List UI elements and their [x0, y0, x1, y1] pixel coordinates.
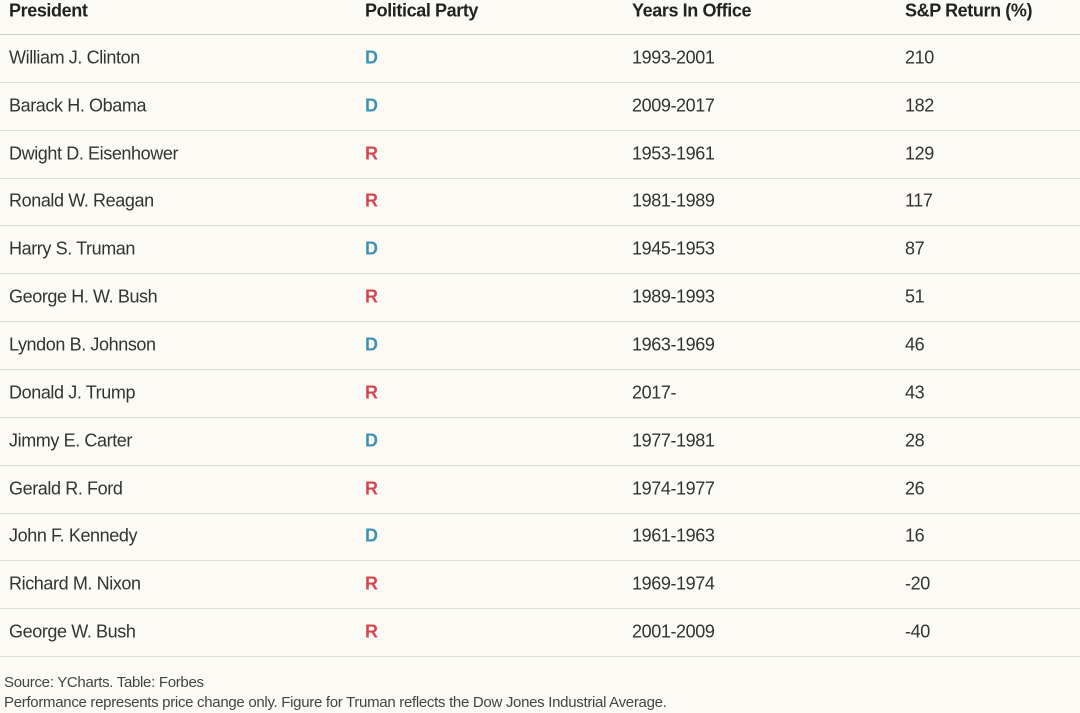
row-rule: [0, 177, 1080, 179]
return-cell: 43: [905, 382, 925, 403]
return-cell: 129: [905, 143, 934, 164]
return-cell: -20: [905, 573, 930, 594]
president-cell: William J. Clinton: [9, 47, 140, 68]
president-cell: Ronald W. Reagan: [9, 190, 154, 211]
years-cell: 1963-1969: [632, 334, 715, 355]
president-cell: Gerald R. Ford: [9, 478, 123, 499]
header-cell: Political Party: [365, 0, 479, 21]
years-cell: 1989-1993: [632, 286, 715, 307]
years-cell: 2017-: [632, 382, 677, 403]
return-cell: 182: [905, 95, 934, 116]
header-cell: S&P Return (%): [905, 0, 1033, 21]
return-cell: 28: [905, 430, 925, 451]
president-cell: Harry S. Truman: [9, 238, 136, 259]
note: Performance represents price change only…: [4, 694, 667, 711]
party-cell: D: [365, 238, 378, 259]
row-rule: [0, 368, 1080, 370]
years-cell: 1981-1989: [632, 190, 715, 211]
row-rule: [0, 321, 1080, 323]
years-cell: 1993-2001: [632, 47, 715, 68]
return-cell: 51: [905, 286, 925, 307]
return-cell: 16: [905, 525, 925, 546]
years-cell: 1945-1953: [632, 238, 715, 259]
party-cell: R: [365, 478, 378, 499]
party-cell: R: [365, 190, 378, 211]
president-cell: Lyndon B. Johnson: [9, 334, 156, 355]
years-cell: 2009-2017: [632, 95, 715, 116]
president-cell: John F. Kennedy: [9, 525, 138, 546]
president-cell: Dwight D. Eisenhower: [9, 143, 179, 164]
president-cell: Donald J. Trump: [9, 382, 136, 403]
row-rule: [0, 273, 1080, 275]
years-cell: 1961-1963: [632, 525, 715, 546]
party-cell: R: [365, 286, 378, 307]
row-rule: [0, 416, 1080, 418]
president-cell: George W. Bush: [9, 621, 136, 642]
return-cell: 46: [905, 334, 925, 355]
president-cell: Barack H. Obama: [9, 95, 147, 116]
party-cell: D: [365, 334, 378, 355]
row-rule: [0, 225, 1080, 227]
president-cell: Richard M. Nixon: [9, 573, 141, 594]
president-cell: George H. W. Bush: [9, 286, 158, 307]
return-cell: 87: [905, 238, 925, 259]
party-cell: R: [365, 382, 378, 403]
party-cell: R: [365, 573, 378, 594]
row-rule: [0, 560, 1080, 562]
header-cell: Years In Office: [632, 0, 752, 21]
party-cell: D: [365, 95, 378, 116]
row-rule: [0, 81, 1080, 83]
party-cell: R: [365, 621, 378, 642]
header-rule: [0, 34, 1080, 35]
source: Source: YCharts. Table: Forbes: [4, 674, 204, 691]
return-cell: 210: [905, 47, 934, 68]
return-cell: -40: [905, 621, 930, 642]
row-rule: [0, 608, 1080, 610]
return-cell: 117: [905, 190, 933, 211]
years-cell: 1953-1961: [632, 143, 715, 164]
party-cell: D: [365, 525, 378, 546]
years-cell: 1977-1981: [632, 430, 715, 451]
row-rule: [0, 512, 1080, 514]
president-cell: Jimmy E. Carter: [9, 430, 133, 451]
row-rule: [0, 464, 1080, 466]
row-rule: [0, 129, 1080, 131]
party-cell: R: [365, 143, 378, 164]
row-rule: [0, 656, 1080, 658]
party-cell: D: [365, 430, 378, 451]
years-cell: 2001-2009: [632, 621, 715, 642]
party-cell: D: [365, 47, 378, 68]
return-cell: 26: [905, 478, 925, 499]
header-cell: President: [9, 0, 88, 21]
years-cell: 1974-1977: [632, 478, 715, 499]
years-cell: 1969-1974: [632, 573, 715, 594]
